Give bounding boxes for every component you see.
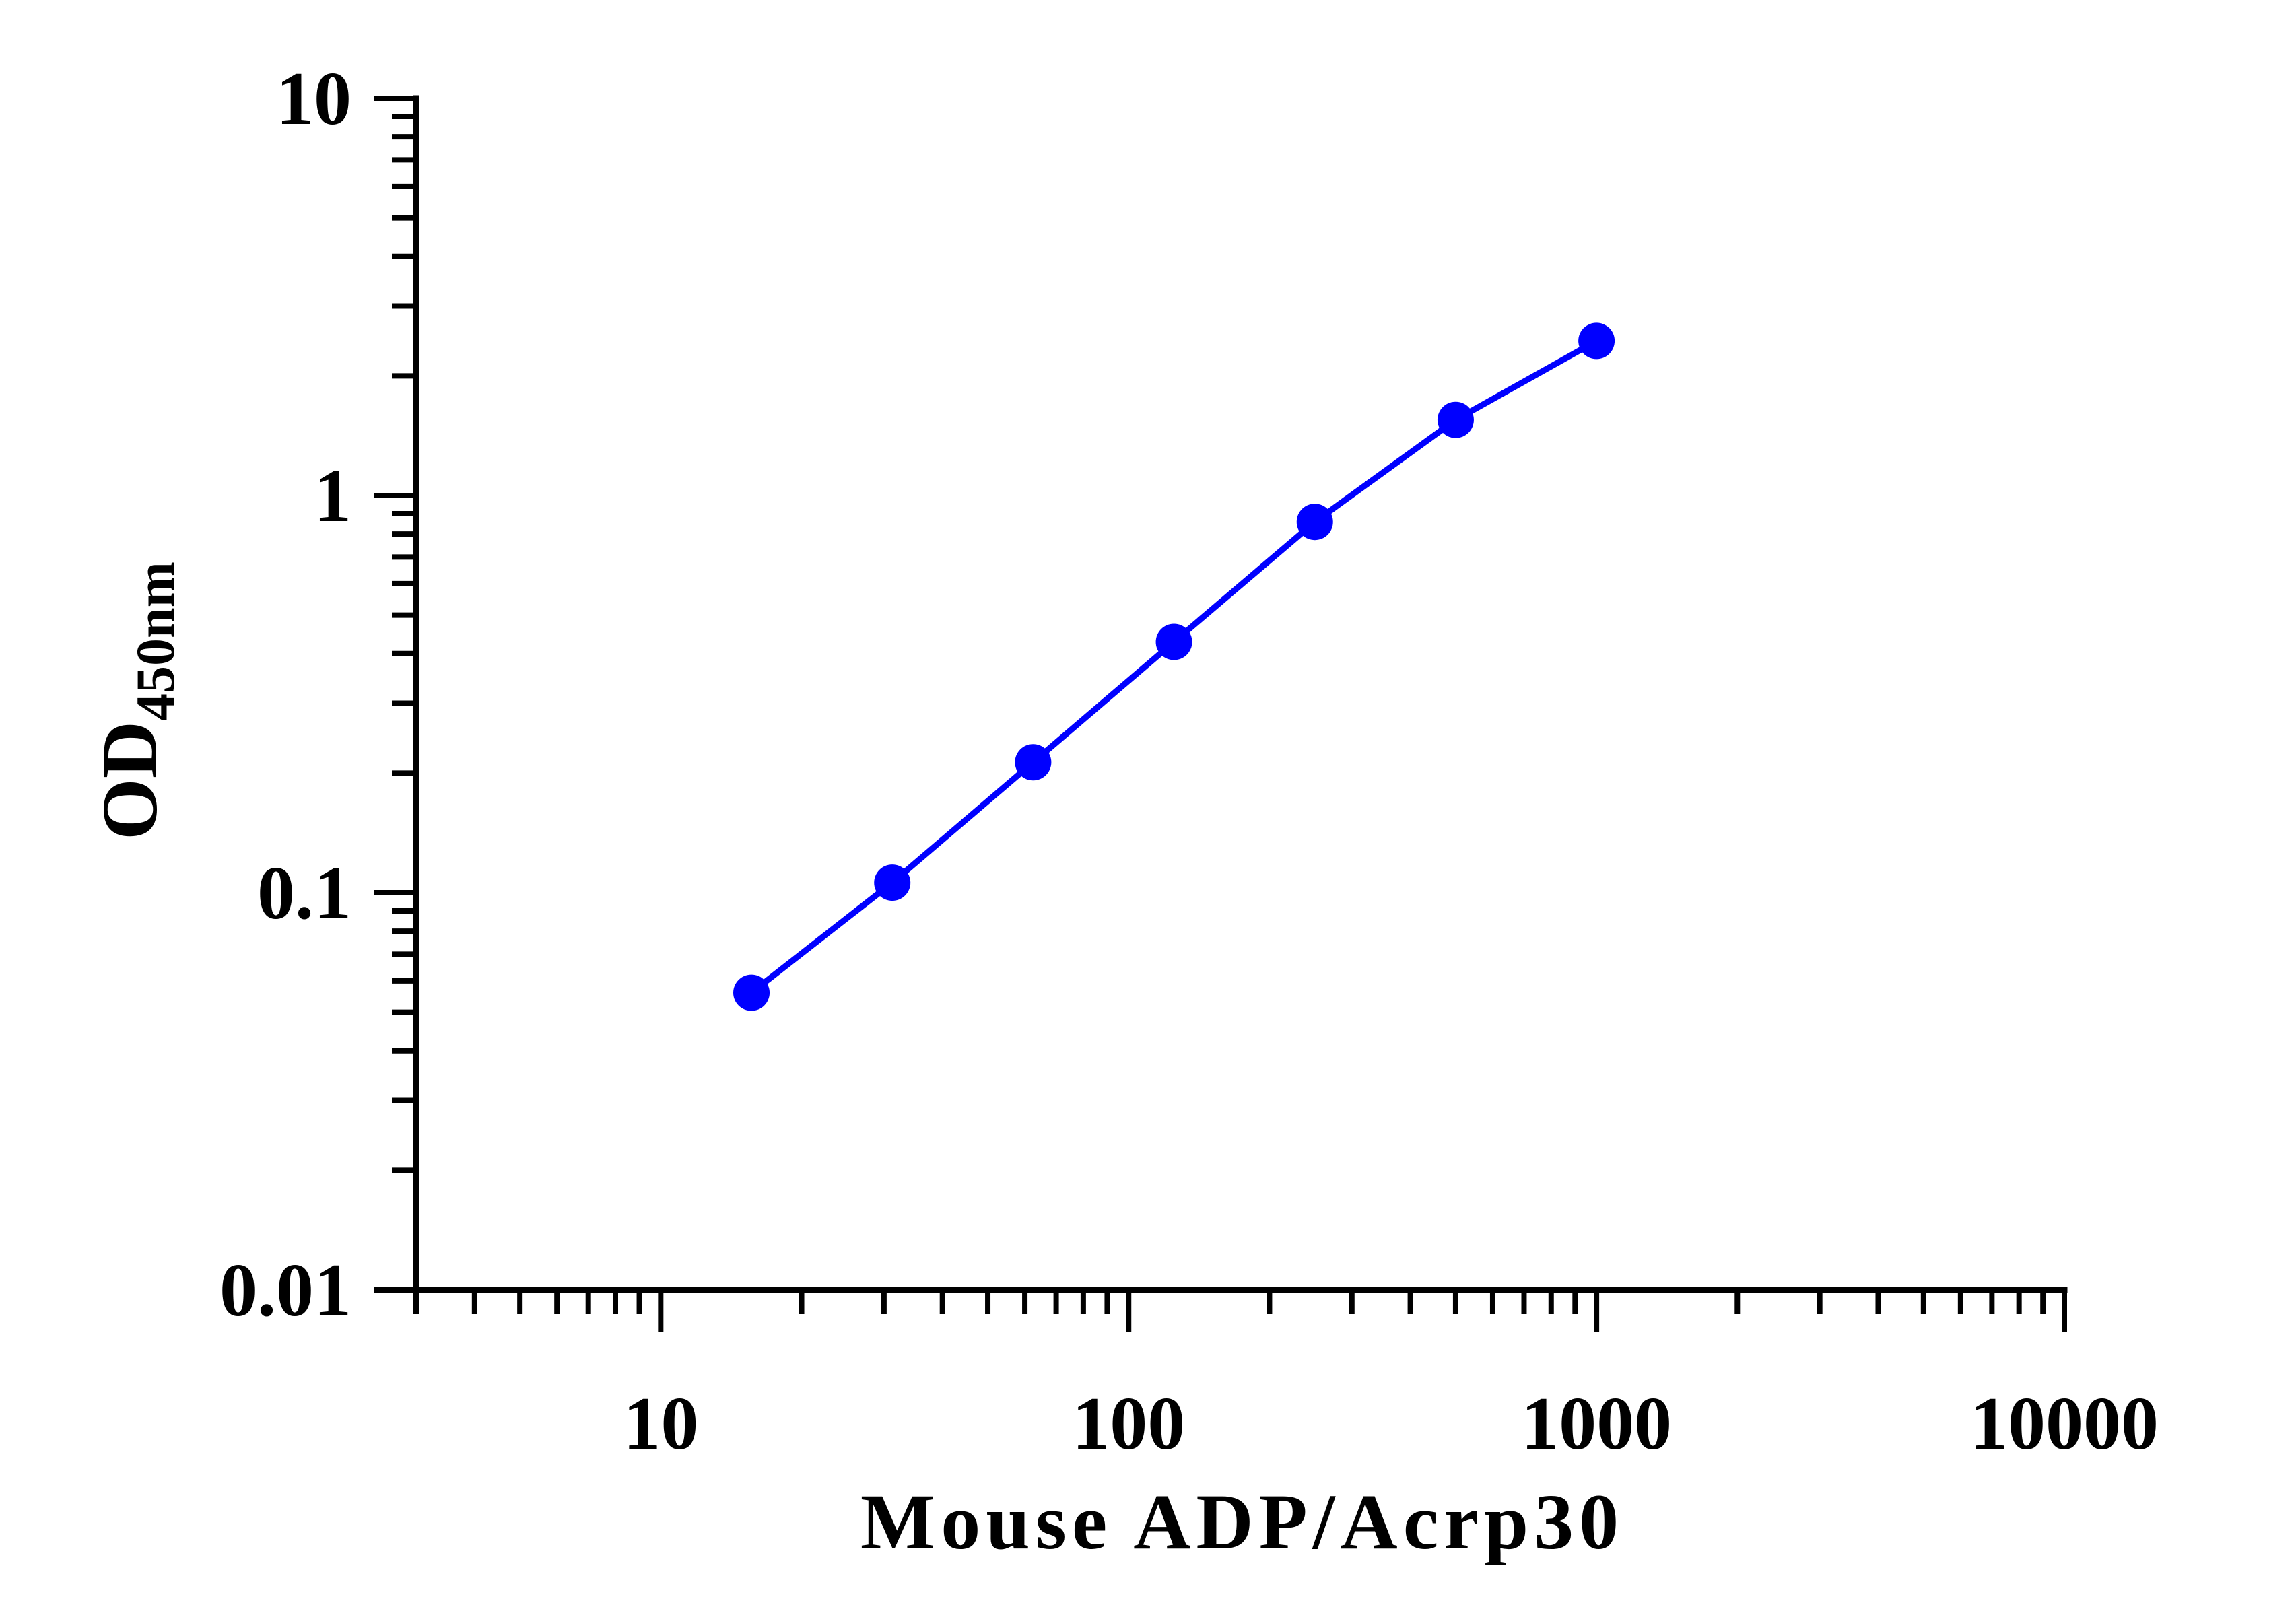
x-tick-label: 10 xyxy=(623,1382,698,1466)
y-tick-label: 0.1 xyxy=(257,852,351,935)
y-tick-label: 1 xyxy=(314,454,351,538)
data-point xyxy=(874,864,911,901)
series-layer xyxy=(733,322,1615,1011)
y-tick-label: 0.01 xyxy=(220,1249,351,1332)
x-tick-label: 1000 xyxy=(1521,1382,1672,1466)
x-axis-title: Mouse ADP/Acrp30 xyxy=(860,1478,1624,1566)
y-axis-title: OD450nm xyxy=(86,561,186,840)
data-point xyxy=(1155,623,1192,660)
series-line xyxy=(749,338,1598,996)
data-point xyxy=(733,974,770,1011)
data-point xyxy=(1578,322,1615,360)
data-point xyxy=(1015,744,1052,781)
y-axis-title-subscript: 450nm xyxy=(125,561,186,721)
x-tick-label: 100 xyxy=(1072,1382,1185,1466)
axes: 0.01 0.1 1 10 10 100 1000 10000 xyxy=(220,57,2159,1466)
x-tick-label: 10000 xyxy=(1970,1382,2159,1466)
y-axis-title-main: OD xyxy=(86,721,174,840)
data-point xyxy=(1296,504,1333,541)
data-point xyxy=(1437,401,1474,438)
labels-layer: Mouse ADP/Acrp30 OD450nm xyxy=(86,561,1624,1566)
y-tick-label: 10 xyxy=(276,57,351,141)
